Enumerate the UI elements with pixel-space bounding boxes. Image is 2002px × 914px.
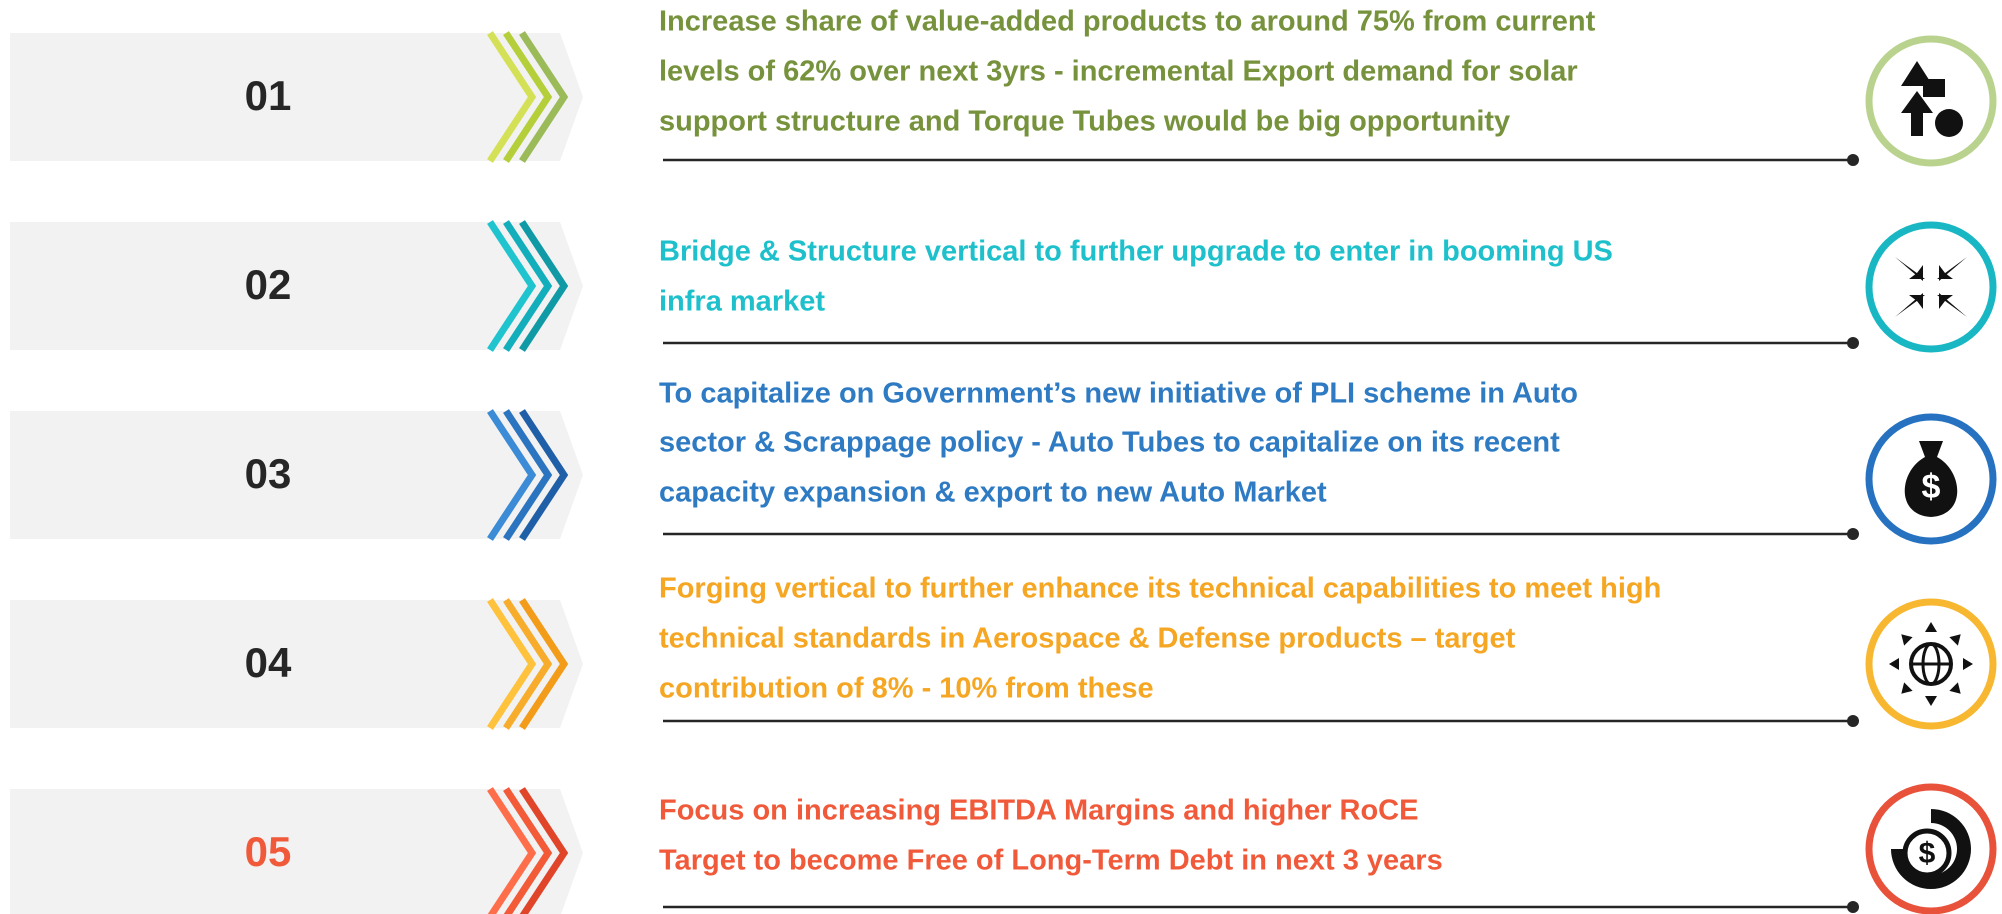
chevron (519, 409, 569, 541)
step-number: 01 (245, 72, 292, 119)
number-box (10, 789, 583, 914)
step-number: 03 (245, 450, 292, 497)
icon (1895, 257, 1967, 317)
step-text: capacity expansion & export to new Auto … (659, 477, 1327, 509)
number-box (10, 411, 583, 539)
step-text: contribution of 8% - 10% from these (659, 673, 1154, 705)
icon-part (1901, 634, 1913, 646)
icon-part (1895, 257, 1925, 281)
divider-dot (1847, 901, 1859, 913)
divider-dot (1847, 154, 1859, 166)
step-number: 04 (245, 639, 292, 686)
step-text: levels of 62% over next 3yrs - increment… (659, 56, 1578, 88)
chevron (487, 220, 537, 352)
icon-part: $ (1922, 468, 1941, 506)
chevron (503, 787, 553, 914)
divider-dot (1847, 337, 1859, 349)
chevron (519, 598, 569, 730)
icon-part (1902, 828, 1952, 878)
icon-part (1937, 293, 1967, 317)
step-text: infra market (659, 286, 825, 318)
step-text: Bridge & Structure vertical to further u… (659, 236, 1613, 268)
step-text: Forging vertical to further enhance its … (659, 573, 1661, 605)
chevron (503, 31, 553, 163)
icon-ring (1865, 783, 1997, 914)
divider-dot (1847, 715, 1859, 727)
icon-ring (1865, 221, 1997, 353)
chevron (487, 598, 537, 730)
icon-part (1963, 658, 1973, 670)
number-box (10, 222, 583, 350)
chevron (487, 409, 537, 541)
icon-part (1895, 293, 1925, 317)
icon-part (1901, 682, 1913, 694)
icon-part (1935, 109, 1963, 137)
chevron (519, 220, 569, 352)
icon-part (1889, 658, 1899, 670)
step-text: sector & Scrappage policy - Auto Tubes t… (659, 427, 1560, 459)
icon-part (1904, 441, 1958, 517)
icon-ring (1865, 35, 1997, 167)
icon (1889, 622, 1973, 706)
chevron (519, 31, 569, 163)
chevron (519, 787, 569, 914)
step-text: Focus on increasing EBITDA Margins and h… (659, 795, 1418, 827)
icon-part (1925, 696, 1937, 706)
icon-part (1937, 257, 1967, 281)
chevron (503, 598, 553, 730)
icon-part: $ (1919, 837, 1936, 870)
icon: $ (1904, 441, 1958, 517)
chevron (487, 31, 537, 163)
chevron (487, 787, 537, 914)
icon-part (1949, 634, 1961, 646)
step-number: 02 (245, 261, 292, 308)
step-text: Increase share of value-added products t… (659, 6, 1596, 38)
icon-part (1949, 682, 1961, 694)
icon-part (1923, 79, 1945, 97)
divider-dot (1847, 528, 1859, 540)
step-text: To capitalize on Government’s new initia… (659, 378, 1578, 410)
step-text: support structure and Torque Tubes would… (659, 106, 1510, 138)
chevron (503, 409, 553, 541)
icon: $ (1891, 809, 1971, 889)
step-text: Target to become Free of Long-Term Debt … (659, 845, 1443, 877)
number-box (10, 600, 583, 728)
step-number: 05 (245, 828, 292, 875)
icon (1901, 61, 1963, 137)
icon-part (1901, 91, 1933, 136)
chevron (503, 220, 553, 352)
step-text: technical standards in Aerospace & Defen… (659, 623, 1516, 655)
icon-part (1925, 622, 1937, 632)
number-box (10, 33, 583, 161)
